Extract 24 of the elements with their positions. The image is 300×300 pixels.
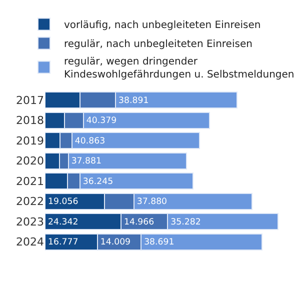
y-tick-label: 2018 <box>16 114 44 128</box>
legend-label: regulär, nach unbegleiteten Einreisen <box>64 39 252 50</box>
data-label: 37.881 <box>71 156 102 167</box>
y-tick-label: 2022 <box>16 195 44 208</box>
data-label: 24.342 <box>48 217 78 228</box>
data-label: 14.009 <box>100 238 131 248</box>
data-label: 36.245 <box>82 176 114 187</box>
data-label: 38.891 <box>118 96 149 106</box>
data-label: 16.777 <box>48 238 78 248</box>
data-label: 40.379 <box>86 116 117 126</box>
data-label: 14.966 <box>124 217 154 228</box>
legend-label: vorläufig, nach unbegleiteten Einreisen <box>64 20 261 32</box>
data-label: 38.691 <box>144 238 174 248</box>
y-tick-label: 2024 <box>16 236 44 249</box>
y-tick-label: 2020 <box>16 154 44 168</box>
y-tick-label: 2017 <box>16 94 44 107</box>
data-label: 37.880 <box>136 197 168 208</box>
y-tick-label: 2021 <box>16 174 44 188</box>
y-tick-label: 2019 <box>16 134 44 148</box>
data-label: 35.282 <box>170 217 201 228</box>
data-label: 40.863 <box>74 136 106 146</box>
y-tick-label: 2023 <box>16 215 44 228</box>
legend-label: regulär, wegen dringender Kindeswohlgefährdungen u. Selbstmeldungen <box>64 56 294 81</box>
data-label: 19.056 <box>48 197 78 208</box>
